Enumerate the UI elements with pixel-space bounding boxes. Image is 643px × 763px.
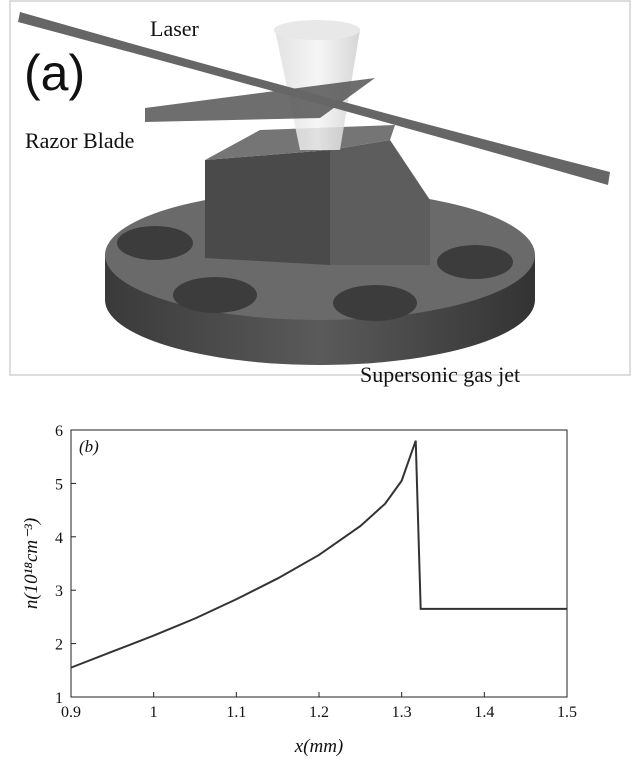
data-line <box>71 441 567 668</box>
x-axis-label: x(mm) <box>294 736 344 757</box>
label-blade: Razor Blade <box>25 128 134 153</box>
hole <box>437 245 513 279</box>
y-tick-label: 3 <box>55 583 63 600</box>
label-laser: Laser <box>150 16 200 41</box>
figure: (a) Laser Razor Blade Supersonic gas jet… <box>0 0 643 758</box>
panel-label: (a) <box>24 45 85 101</box>
y-tick-label: 5 <box>55 476 63 493</box>
label-jet: Supersonic gas jet <box>360 362 520 387</box>
x-tick-label: 1.4 <box>474 704 494 721</box>
y-tick-label: 1 <box>55 690 63 707</box>
y-axis-label: n(10¹⁸cm⁻³) <box>21 518 42 609</box>
hole <box>173 277 257 313</box>
x-tick-label: 1.3 <box>392 704 412 721</box>
x-tick-label: 0.9 <box>61 704 81 721</box>
x-tick-label: 1.2 <box>309 704 329 721</box>
plot-frame <box>71 430 567 697</box>
x-tick-label: 1.1 <box>226 704 246 721</box>
y-tick-label: 4 <box>55 530 63 547</box>
annotation: (b) <box>79 437 99 456</box>
x-tick-label: 1.5 <box>557 704 577 721</box>
hole <box>117 226 193 260</box>
y-tick-label: 6 <box>55 423 63 440</box>
cone-top <box>274 20 360 40</box>
x-tick-label: 1 <box>150 704 158 721</box>
block-front <box>205 150 330 265</box>
y-tick-label: 2 <box>55 637 63 654</box>
hole <box>333 285 417 321</box>
panel-a: (a) Laser Razor Blade Supersonic gas jet <box>10 1 630 387</box>
